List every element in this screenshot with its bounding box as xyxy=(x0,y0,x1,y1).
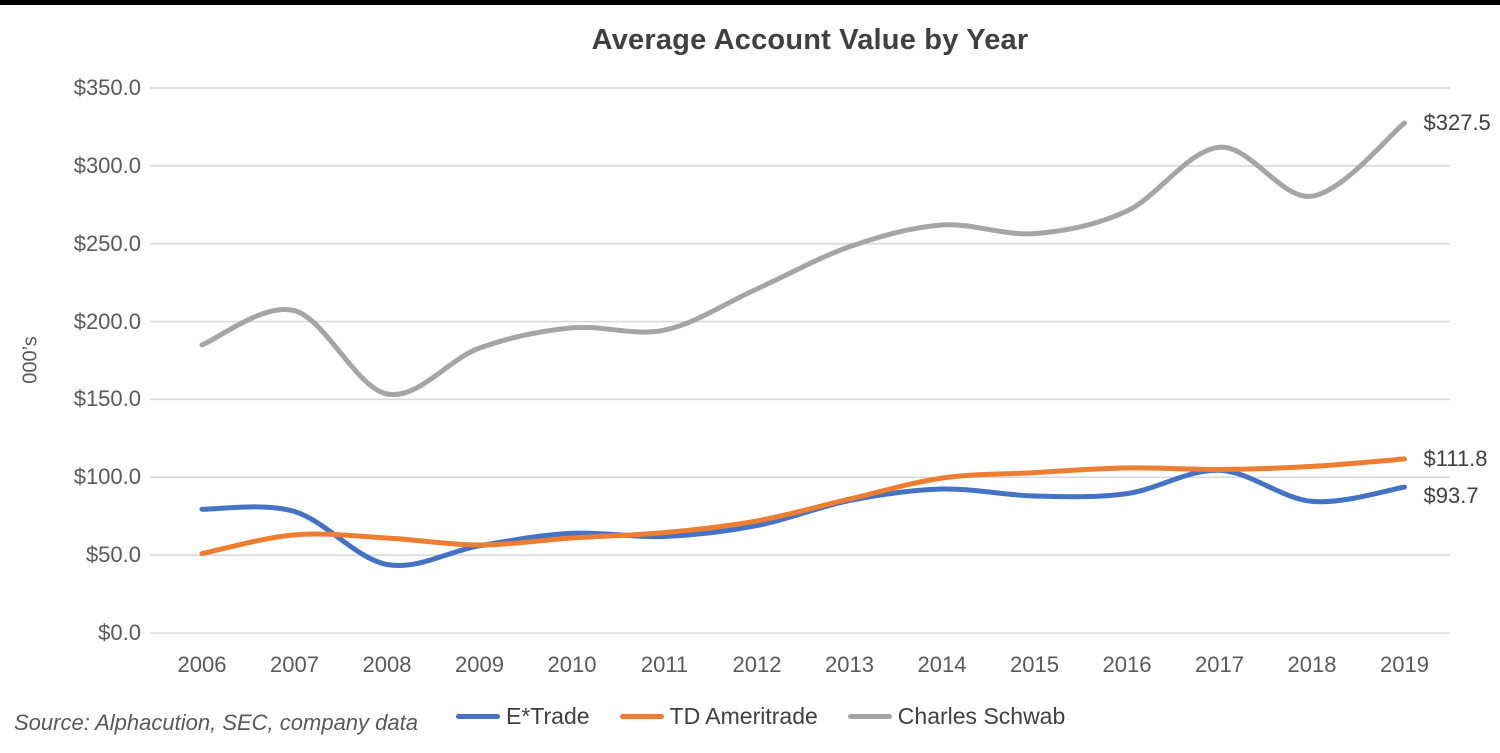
legend-line-swatch xyxy=(456,714,500,719)
x-tick-label: 2017 xyxy=(1195,652,1244,677)
x-tick-label: 2014 xyxy=(917,652,967,677)
legend-item-charles-schwab: Charles Schwab xyxy=(847,703,1066,730)
y-tick-label: $50.0 xyxy=(85,542,141,568)
y-tick-label: $300.0 xyxy=(73,152,141,178)
series-end-label: $327.5 xyxy=(1423,110,1491,135)
series-end-label: $111.8 xyxy=(1423,445,1488,471)
legend-label: TD Ameritrade xyxy=(669,703,818,729)
legend-label: E*Trade xyxy=(506,703,590,729)
x-tick-label: 2019 xyxy=(1380,652,1429,677)
chart-title: Average Account Value by Year xyxy=(591,24,1029,56)
legend-line-swatch xyxy=(847,714,892,719)
x-tick-label: 2007 xyxy=(270,652,319,677)
series-line-e-trade xyxy=(199,467,1407,569)
y-tick-label: $250.0 xyxy=(73,230,141,256)
x-tick-label: 2006 xyxy=(177,652,227,677)
legend: E*Trade TD Ameritrade Charles Schwab xyxy=(456,703,1095,730)
series-end-label: $93.7 xyxy=(1423,483,1479,509)
series-line-td-ameritrade xyxy=(199,456,1407,557)
legend-item-td-ameritrade: TD Ameritrade xyxy=(619,703,818,730)
x-tick-label: 2015 xyxy=(1010,652,1059,677)
y-tick-label: $0.0 xyxy=(98,620,141,645)
x-tick-label: 2008 xyxy=(362,652,412,677)
x-tick-label: 2011 xyxy=(640,652,689,677)
y-tick-label: $100.0 xyxy=(73,464,141,490)
y-tick-label: $200.0 xyxy=(73,308,141,334)
legend-line-swatch xyxy=(619,714,664,719)
x-tick-label: 2018 xyxy=(1287,652,1337,677)
y-tick-label: $350.0 xyxy=(73,75,141,100)
legend-label: Charles Schwab xyxy=(897,703,1066,729)
x-tick-label: 2013 xyxy=(825,652,874,677)
x-tick-label: 2012 xyxy=(732,652,782,677)
x-tick-label: 2009 xyxy=(455,652,504,677)
source-note: Source: Alphacution, SEC, company data xyxy=(14,710,418,735)
legend-item-e-trade: E*Trade xyxy=(456,703,590,730)
y-tick-label: $150.0 xyxy=(73,386,141,412)
x-tick-label: 2016 xyxy=(1102,652,1152,677)
top-border-bar xyxy=(0,0,1500,5)
x-tick-label: 2010 xyxy=(547,652,597,677)
series-line-charles-schwab xyxy=(199,120,1407,398)
